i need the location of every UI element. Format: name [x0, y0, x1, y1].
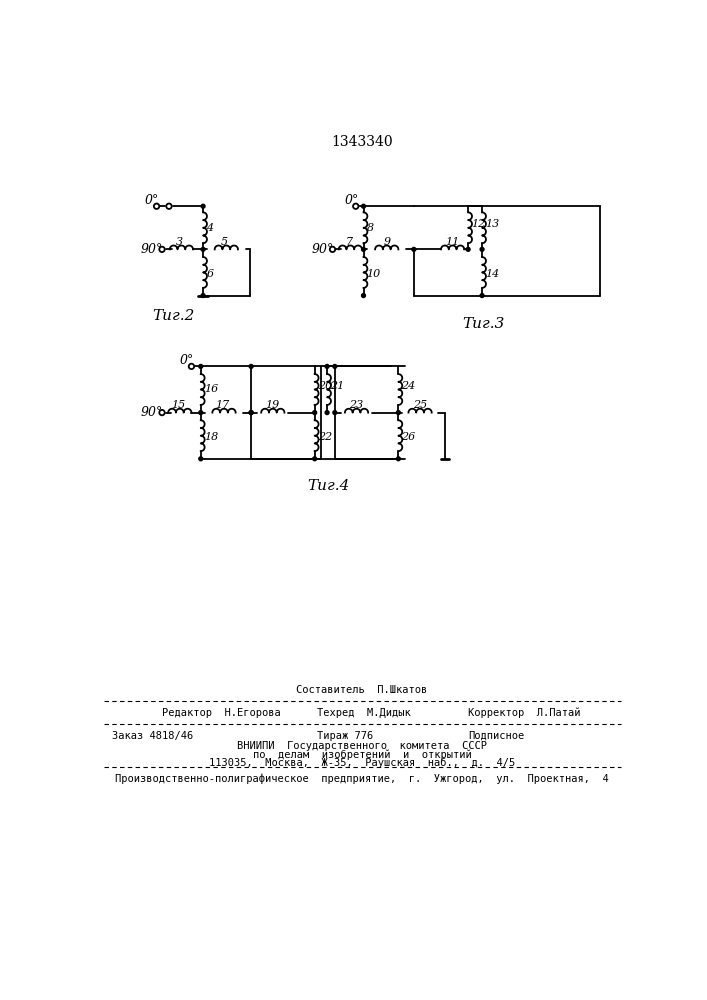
Text: 6: 6	[206, 269, 214, 279]
Text: 1343340: 1343340	[331, 135, 393, 149]
Circle shape	[159, 247, 165, 252]
Text: Τиг.3: Τиг.3	[462, 317, 505, 331]
Text: 11: 11	[445, 237, 460, 247]
Text: 22: 22	[317, 432, 332, 442]
Circle shape	[361, 247, 366, 251]
Text: Техред  М.Дидык: Техред М.Дидык	[317, 708, 411, 718]
Text: 17: 17	[216, 400, 230, 410]
Text: 5: 5	[221, 237, 228, 247]
Text: 7: 7	[345, 237, 352, 247]
Text: Подписное: Подписное	[468, 731, 525, 741]
Text: 18: 18	[204, 432, 218, 442]
Circle shape	[201, 294, 205, 297]
Circle shape	[412, 247, 416, 251]
Circle shape	[333, 411, 337, 415]
Circle shape	[325, 364, 329, 368]
Circle shape	[249, 364, 253, 368]
Circle shape	[199, 457, 203, 461]
Circle shape	[199, 411, 203, 415]
Circle shape	[312, 457, 317, 461]
Text: 23: 23	[349, 400, 363, 410]
Text: Составитель  П.Шкатов: Составитель П.Шкатов	[296, 685, 428, 695]
Text: Заказ 4818/46: Заказ 4818/46	[112, 731, 193, 741]
Text: 19: 19	[266, 400, 280, 410]
Circle shape	[199, 364, 203, 368]
Text: Корректор  Л.Патай: Корректор Л.Патай	[468, 708, 580, 718]
Circle shape	[361, 204, 366, 208]
Circle shape	[166, 204, 172, 209]
Circle shape	[325, 411, 329, 415]
Circle shape	[397, 457, 400, 461]
Circle shape	[353, 204, 358, 209]
Text: 90°: 90°	[141, 243, 163, 256]
Text: 4: 4	[206, 223, 214, 233]
Text: 113035,  Москва,  Ж-35,  Раушская  наб.,  д.  4/5: 113035, Москва, Ж-35, Раушская наб., д. …	[209, 758, 515, 768]
Circle shape	[154, 204, 159, 209]
Text: 3: 3	[176, 237, 183, 247]
Text: 14: 14	[485, 269, 499, 279]
Text: ВНИИПИ  Государственного  комитета  СССР: ВНИИПИ Государственного комитета СССР	[237, 741, 487, 751]
Text: 26: 26	[402, 432, 416, 442]
Circle shape	[201, 204, 205, 208]
Text: 90°: 90°	[312, 243, 334, 256]
Text: Τиг.2: Τиг.2	[153, 309, 195, 323]
Circle shape	[361, 294, 366, 297]
Circle shape	[159, 410, 165, 415]
Text: 13: 13	[485, 219, 499, 229]
Circle shape	[333, 364, 337, 368]
Circle shape	[466, 247, 470, 251]
Text: 0°: 0°	[144, 194, 158, 207]
Text: 20: 20	[317, 381, 332, 391]
Circle shape	[480, 247, 484, 251]
Text: 25: 25	[413, 400, 427, 410]
Circle shape	[397, 411, 400, 415]
Text: 90°: 90°	[141, 406, 163, 419]
Text: 8: 8	[367, 223, 374, 233]
Text: 12: 12	[472, 219, 486, 229]
Text: 21: 21	[330, 381, 344, 391]
Text: 16: 16	[204, 384, 218, 394]
Circle shape	[201, 247, 205, 251]
Text: 9: 9	[383, 237, 390, 247]
Text: 0°: 0°	[344, 194, 358, 207]
Text: 10: 10	[367, 269, 381, 279]
Text: 0°: 0°	[180, 354, 194, 367]
Circle shape	[249, 411, 253, 415]
Circle shape	[249, 411, 253, 415]
Text: Производственно-полиграфическое  предприятие,  г.  Ужгород,  ул.  Проектная,  4: Производственно-полиграфическое предприя…	[115, 773, 609, 784]
Text: 24: 24	[402, 381, 416, 391]
Text: по  делам  изобретений  и  открытий: по делам изобретений и открытий	[252, 749, 472, 760]
Text: Τиг.4: Τиг.4	[308, 479, 350, 493]
Circle shape	[312, 411, 317, 415]
Text: 15: 15	[171, 400, 185, 410]
Text: Редактор  Н.Егорова: Редактор Н.Егорова	[162, 708, 281, 718]
Text: Тираж 776: Тираж 776	[317, 731, 373, 741]
Circle shape	[480, 294, 484, 297]
Circle shape	[329, 247, 335, 252]
Circle shape	[189, 364, 194, 369]
